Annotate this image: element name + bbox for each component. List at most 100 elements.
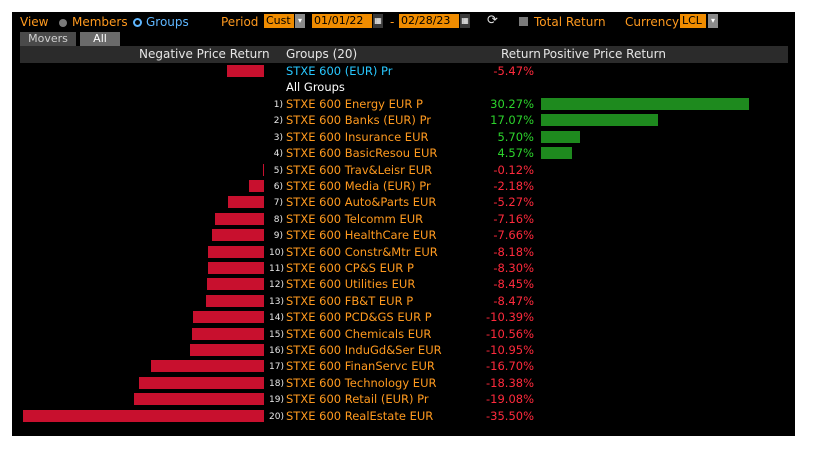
group-name[interactable]: STXE 600 CP&S EUR P xyxy=(286,261,414,275)
group-rank: 13) xyxy=(269,296,284,307)
group-rank: 10) xyxy=(269,247,284,258)
members-option[interactable]: Members xyxy=(72,15,128,29)
group-bar xyxy=(228,196,264,209)
currency-label: Currency xyxy=(625,15,680,29)
group-return-value: -0.12% xyxy=(493,162,534,177)
group-name[interactable]: STXE 600 Retail (EUR) Pr xyxy=(286,392,429,407)
group-name[interactable]: STXE 600 Energy EUR P xyxy=(286,97,423,111)
group-return-value: 30.27% xyxy=(490,97,534,111)
start-calendar-icon[interactable]: ▦ xyxy=(373,14,383,28)
end-calendar-icon[interactable]: ▦ xyxy=(460,14,470,28)
group-name[interactable]: STXE 600 FinanServc EUR xyxy=(286,359,435,374)
group-return-value: -8.30% xyxy=(493,261,534,275)
group-name[interactable]: STXE 600 Banks (EUR) Pr xyxy=(286,113,432,128)
all-groups-heading: All Groups xyxy=(286,80,345,95)
index-return-value: -5.47% xyxy=(493,64,534,78)
toolbar: View Members Groups Period Cust ▾ 01/01/… xyxy=(12,12,795,32)
groups-radio-icon[interactable] xyxy=(133,18,142,27)
index-name[interactable]: STXE 600 (EUR) Pr xyxy=(286,64,393,78)
start-date-input[interactable]: 01/01/22 xyxy=(312,14,372,28)
group-rank: 15) xyxy=(269,329,284,340)
group-rank: 6) xyxy=(273,182,283,192)
tab-all[interactable]: All xyxy=(80,32,120,46)
group-bar xyxy=(189,344,264,356)
group-rank: 11) xyxy=(269,264,284,274)
group-name[interactable]: STXE 600 Constr&Mtr EUR xyxy=(286,244,438,259)
group-name[interactable]: STXE 600 BasicResou EUR xyxy=(286,146,438,161)
view-label: View xyxy=(20,15,49,29)
group-return-value: -16.70% xyxy=(486,359,534,374)
group-bar xyxy=(541,98,749,110)
group-bar xyxy=(134,393,264,406)
positive-return-header: Positive Price Return xyxy=(543,47,666,61)
group-return-value: -8.18% xyxy=(493,244,534,259)
group-return-value: -19.08% xyxy=(486,392,534,407)
group-return-value: -5.27% xyxy=(493,195,534,210)
group-bar xyxy=(207,262,264,274)
group-name[interactable]: STXE 600 Trav&Leisr EUR xyxy=(286,162,433,177)
group-rank: 20) xyxy=(269,411,284,422)
group-name[interactable]: STXE 600 Insurance EUR xyxy=(286,129,429,144)
group-bar xyxy=(541,130,581,143)
group-rank: 16) xyxy=(269,346,284,356)
group-name[interactable]: STXE 600 HealthCare EUR xyxy=(286,228,437,243)
group-return-value: -10.95% xyxy=(486,343,534,357)
group-bar xyxy=(193,311,264,324)
group-return-value: -2.18% xyxy=(493,179,534,193)
group-bar xyxy=(211,229,264,242)
group-rank: 7) xyxy=(273,198,283,209)
currency-select[interactable]: LCL xyxy=(680,14,706,28)
group-bar xyxy=(541,147,573,160)
group-return-value: -18.38% xyxy=(486,375,534,390)
group-name[interactable]: STXE 600 Media (EUR) Pr xyxy=(286,179,431,193)
group-return-value: -8.45% xyxy=(493,277,534,292)
group-rank: 2) xyxy=(273,116,283,127)
group-name[interactable]: STXE 600 RealEstate EUR xyxy=(286,408,434,423)
group-bar xyxy=(249,180,264,192)
tab-movers[interactable]: Movers xyxy=(20,32,76,46)
group-return-value: -8.47% xyxy=(493,293,534,308)
group-rank: 5) xyxy=(273,165,283,176)
group-name[interactable]: STXE 600 Utilities EUR xyxy=(286,277,416,292)
group-name[interactable]: STXE 600 PCD&GS EUR P xyxy=(286,310,432,325)
group-name[interactable]: STXE 600 Telcomm EUR xyxy=(286,211,424,226)
total-return-checkbox[interactable] xyxy=(519,17,528,26)
group-rank: 12) xyxy=(269,280,284,291)
group-return-value: 5.70% xyxy=(497,129,534,144)
groups-option[interactable]: Groups xyxy=(146,15,189,29)
group-name[interactable]: STXE 600 Technology EUR xyxy=(286,375,437,390)
column-header-bar xyxy=(20,46,788,63)
group-bar xyxy=(206,278,264,291)
group-rank: 18) xyxy=(269,378,284,389)
group-name[interactable]: STXE 600 FB&T EUR P xyxy=(286,293,414,308)
group-return-value: -10.39% xyxy=(486,310,534,325)
group-return-value: -7.66% xyxy=(493,228,534,243)
group-name[interactable]: STXE 600 Auto&Parts EUR xyxy=(286,195,437,210)
group-bar xyxy=(150,360,264,373)
refresh-icon[interactable]: ⟳ xyxy=(487,13,498,28)
group-bar xyxy=(23,409,264,422)
group-return-value: 17.07% xyxy=(490,113,534,128)
group-return-value: 4.57% xyxy=(497,146,534,161)
group-name[interactable]: STXE 600 InduGd&Ser EUR xyxy=(286,343,442,357)
group-rank: 8) xyxy=(273,214,283,225)
period-select[interactable]: Cust xyxy=(264,14,294,28)
total-return-label: Total Return xyxy=(534,15,606,29)
currency-dropdown-icon[interactable]: ▾ xyxy=(708,14,718,28)
group-rank: 19) xyxy=(269,395,284,406)
group-name[interactable]: STXE 600 Chemicals EUR xyxy=(286,326,432,341)
terminal-panel: View Members Groups Period Cust ▾ 01/01/… xyxy=(12,12,795,436)
group-return-value: -35.50% xyxy=(486,408,534,423)
group-rank: 14) xyxy=(269,313,284,324)
members-radio-icon[interactable] xyxy=(59,19,67,27)
return-header: Return xyxy=(501,47,541,61)
group-bar xyxy=(215,212,264,225)
group-return-value: -10.56% xyxy=(486,326,534,341)
end-date-input[interactable]: 02/28/23 xyxy=(399,14,459,28)
group-rank: 9) xyxy=(273,231,283,242)
group-rank: 17) xyxy=(269,362,284,373)
period-label: Period xyxy=(221,15,259,29)
negative-return-header: Negative Price Return xyxy=(139,47,270,61)
date-separator: - xyxy=(390,15,395,29)
period-dropdown-icon[interactable]: ▾ xyxy=(295,14,305,28)
